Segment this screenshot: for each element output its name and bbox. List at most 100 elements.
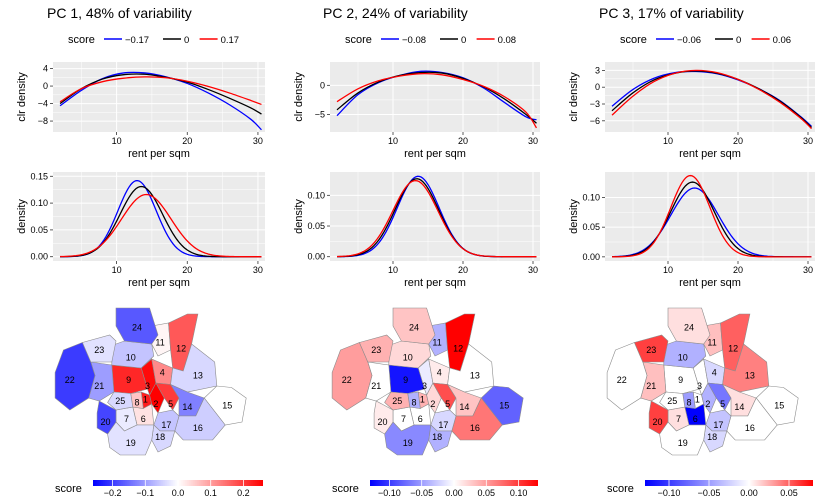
district-label: 1 (143, 395, 148, 405)
y-tick-label: 0.05 (307, 221, 325, 231)
district-25 (659, 391, 686, 411)
x-tick-label: 10 (663, 136, 673, 146)
district-label: 11 (155, 338, 164, 348)
colorbar-tick-label: 0.10 (510, 488, 528, 498)
district-19 (384, 421, 432, 456)
district-label: 22 (342, 375, 352, 385)
colorbar-tick-label: 0.1 (204, 488, 217, 498)
x-tick-label: 10 (663, 265, 673, 275)
colorbar-title: score (332, 483, 359, 495)
legend-label: 0.08 (498, 35, 516, 46)
y-tick-label: −8 (38, 116, 48, 126)
x-tick-label: 30 (803, 136, 813, 146)
y-tick-label: −4 (38, 99, 48, 109)
colorbar-tick-label: 0.05 (780, 488, 798, 498)
district-label: 14 (459, 402, 469, 412)
density-series-line (336, 179, 537, 258)
district-25 (107, 391, 134, 411)
x-tick-label: 30 (528, 265, 538, 275)
legend-label: −0.06 (677, 35, 701, 46)
district-label: 24 (132, 323, 142, 333)
district-label: 18 (155, 432, 165, 442)
district-23 (633, 334, 669, 363)
district-label: 4 (437, 368, 442, 378)
district-label: 25 (392, 396, 402, 406)
district-5 (707, 382, 732, 411)
district-label: 5 (720, 399, 725, 409)
legend-title: score (68, 34, 95, 46)
district-label: 17 (161, 420, 171, 430)
y-tick-label: 0 (320, 80, 325, 90)
district-label: 11 (707, 338, 716, 348)
y-tick-label: 0.15 (30, 171, 48, 181)
y-tick-label: −5 (315, 110, 325, 120)
district-label: 23 (371, 345, 381, 355)
x-tick-label: 30 (803, 265, 813, 275)
colorbar-tick-label: −0.05 (410, 488, 433, 498)
x-tick-label: 20 (733, 136, 743, 146)
district-label: 12 (453, 344, 463, 354)
district-16 (726, 397, 778, 441)
legend-label: 0.17 (221, 35, 240, 46)
district-label: 4 (712, 368, 717, 378)
legend-title: score (345, 34, 372, 46)
legend-label: −0.08 (402, 35, 426, 46)
district-label: 12 (176, 344, 186, 354)
district-label: 20 (100, 417, 110, 427)
district-label: 14 (734, 402, 744, 412)
district-24 (115, 307, 159, 345)
district-label: 13 (193, 371, 203, 381)
district-label: 6 (141, 414, 146, 424)
legend-label: 0 (184, 35, 189, 46)
district-label: 24 (409, 323, 419, 333)
clr-series-line (611, 69, 812, 130)
x-axis-title: rent per sqm (128, 277, 190, 289)
legend-label: 0 (461, 35, 466, 46)
y-axis-title: density (568, 199, 580, 234)
panel-title: PC 1, 48% of variability (47, 5, 192, 21)
district-23 (358, 334, 394, 363)
x-axis-title: rent per sqm (404, 148, 466, 160)
panel-title: PC 2, 24% of variability (323, 5, 468, 21)
legend-label: −0.17 (125, 35, 149, 46)
x-tick-label: 10 (388, 136, 398, 146)
district-label: 12 (728, 344, 738, 354)
density-panel-bg (330, 172, 540, 261)
y-tick-label: 0.00 (30, 252, 48, 262)
district-label: 2 (705, 399, 710, 409)
district-label: 16 (193, 423, 203, 433)
density-series-line (60, 193, 262, 258)
district-label: 18 (432, 432, 442, 442)
y-axis-title: clr density (568, 72, 580, 122)
density-series-line (611, 174, 812, 258)
panel-title: PC 3, 17% of variability (599, 5, 744, 21)
clr-series-line (59, 76, 262, 106)
legend-label: 0.06 (773, 35, 792, 46)
district-label: 23 (646, 345, 656, 355)
district-24 (392, 307, 436, 345)
y-axis-title: density (293, 199, 305, 234)
district-label: 8 (411, 398, 416, 408)
density-panel-bg (605, 172, 815, 261)
district-label: 3 (145, 381, 150, 391)
district-label: 22 (617, 375, 627, 385)
y-tick-label: 0.05 (30, 225, 48, 235)
district-label: 11 (432, 338, 441, 348)
clr-panel-bg (53, 62, 265, 132)
district-label: 21 (371, 381, 381, 391)
y-tick-label: 0.10 (30, 198, 48, 208)
district-label: 1 (420, 395, 425, 405)
district-label: 13 (470, 371, 480, 381)
x-tick-label: 10 (388, 265, 398, 275)
y-axis-title: clr density (293, 72, 305, 122)
y-axis-title: clr density (16, 72, 28, 122)
y-tick-label: −6 (590, 116, 600, 126)
district-label: 7 (401, 414, 406, 424)
district-label: 1 (695, 395, 700, 405)
pc-panel-group-1: PC 1, 48% of variability score −0.17 0 0.17 1… (16, 5, 265, 498)
district-label: 5 (168, 399, 173, 409)
y-tick-label: 0.10 (582, 193, 600, 203)
colorbar-tick-label: 0.00 (740, 488, 758, 498)
colorbar-tick-label: 0.00 (445, 488, 463, 498)
